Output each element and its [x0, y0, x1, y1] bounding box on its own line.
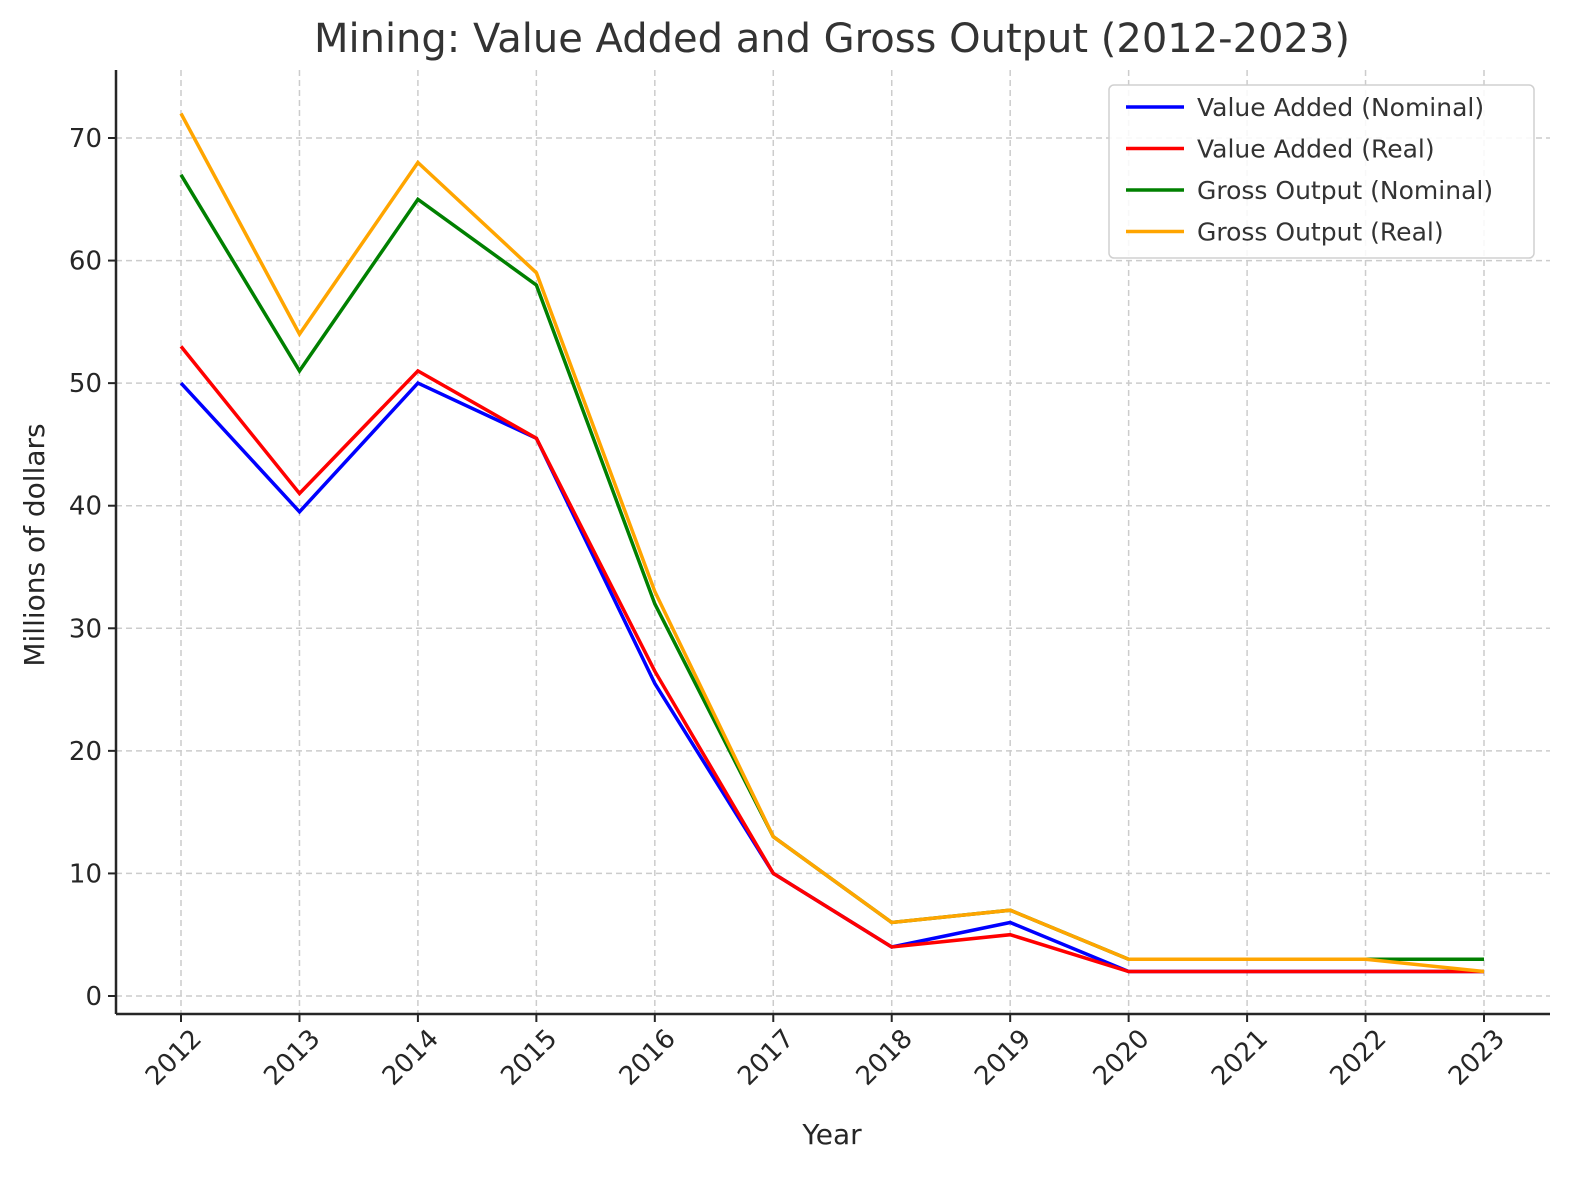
- y-tick-label: 40: [69, 492, 102, 522]
- y-tick-label: 50: [69, 369, 102, 399]
- y-tick-label: 10: [69, 859, 102, 889]
- y-axis-label: Millions of dollars: [18, 423, 51, 666]
- legend-label: Value Added (Real): [1197, 135, 1435, 164]
- legend-label: Gross Output (Real): [1197, 218, 1444, 247]
- legend: Value Added (Nominal) Value Added (Real) G…: [1109, 85, 1534, 258]
- chart-title: Mining: Value Added and Gross Output (20…: [314, 16, 1350, 62]
- legend-label: Value Added (Nominal): [1197, 93, 1484, 122]
- y-tick-label: 0: [85, 982, 102, 1012]
- legend-label: Gross Output (Nominal): [1197, 176, 1493, 205]
- y-tick-label: 30: [69, 614, 102, 644]
- x-axis-label: Year: [801, 1118, 862, 1151]
- y-tick-label: 20: [69, 737, 102, 767]
- y-tick-label: 70: [69, 124, 102, 154]
- y-tick-label: 60: [69, 247, 102, 277]
